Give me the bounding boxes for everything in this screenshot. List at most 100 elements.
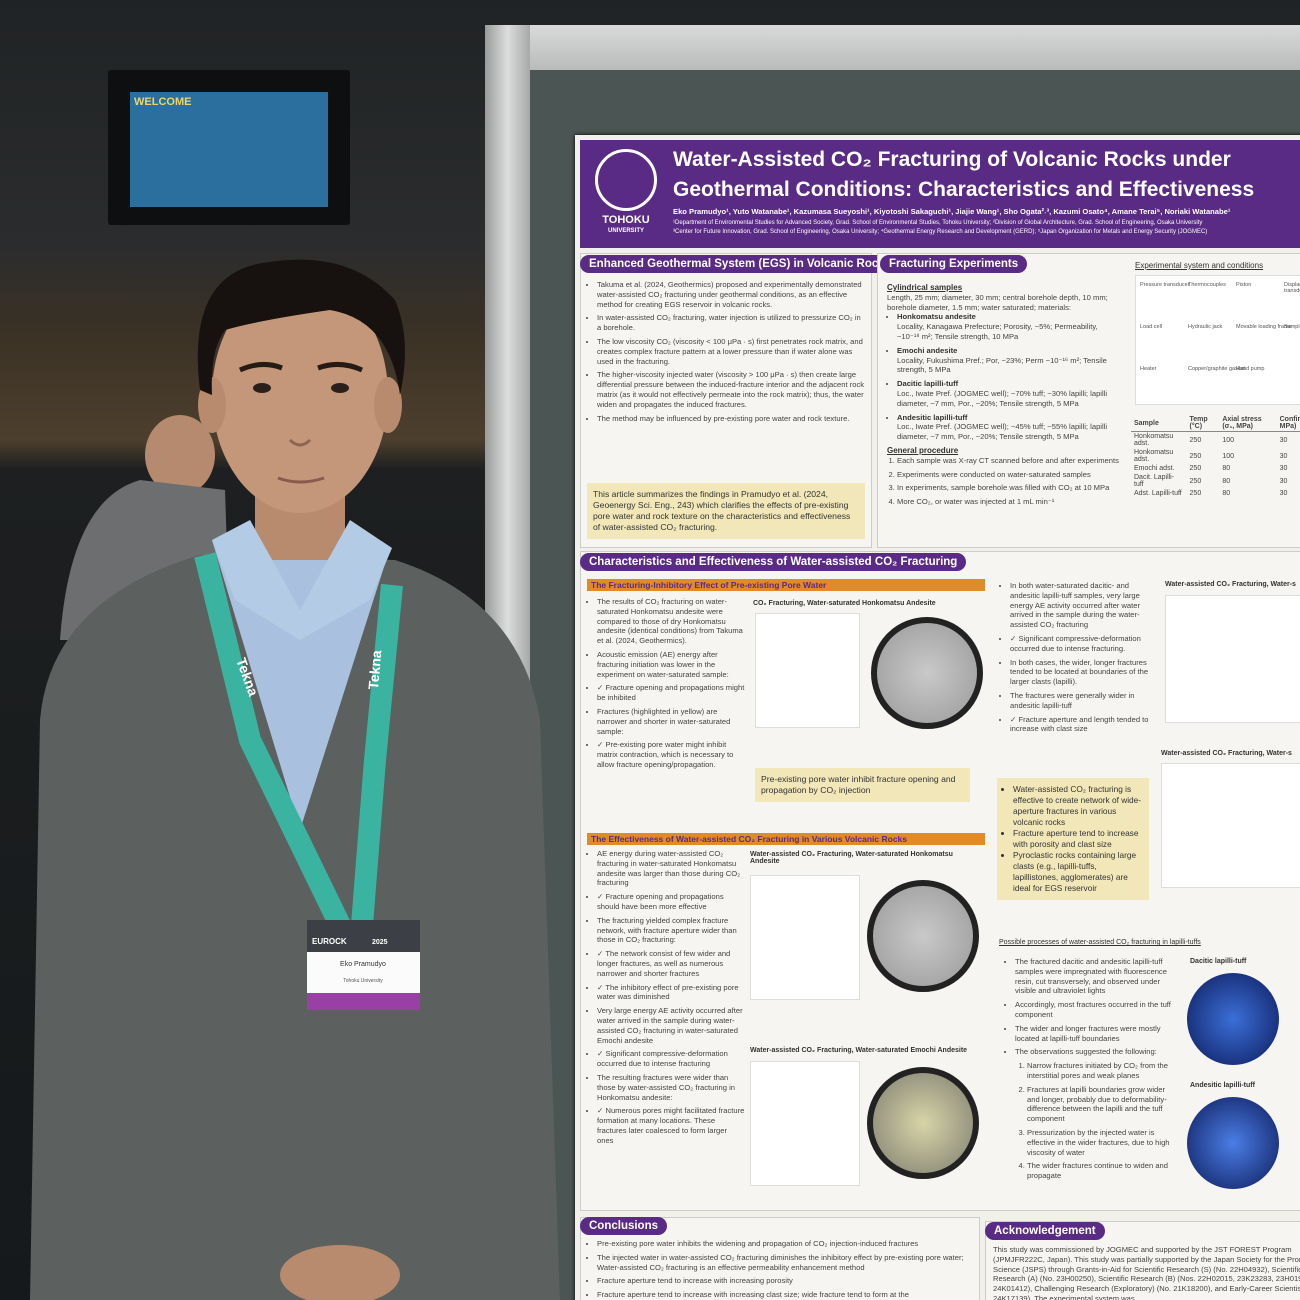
list-item: ✓ Fracture aperture and length tended to…	[1010, 715, 1160, 735]
list-item: Takuma et al. (2024, Geothermics) propos…	[597, 280, 867, 309]
table-cell: Honkomatsu adst.	[1134, 433, 1174, 447]
list-item: Pyroclastic rocks containing large clast…	[1013, 850, 1143, 894]
section-heading: Enhanced Geothermal System (EGS) in Volc…	[580, 255, 894, 273]
list-item: The wider fractures continue to widen an…	[1027, 1161, 1175, 1181]
list-item: The injected water in water-assisted CO₂…	[597, 1253, 977, 1273]
egs-body: Takuma et al. (2024, Geothermics) propos…	[587, 280, 867, 427]
table-cell: Honkomatsu adst.	[1134, 449, 1174, 463]
list-item: The fractures were generally wider in an…	[1010, 691, 1160, 711]
subheading: General procedure	[887, 445, 959, 455]
list-item: The method may be influenced by pre-exis…	[597, 414, 867, 424]
bullet-list: The results of CO₂ fracturing on water-s…	[587, 597, 745, 770]
table-cell: 30	[1279, 465, 1288, 472]
list-item: The wider and longer fractures were most…	[1015, 1024, 1175, 1044]
image-caption: Andesitic lapilli-tuff	[1190, 1082, 1255, 1089]
logo-line: TOHOKU	[602, 214, 650, 226]
summary-box: Water-assisted CO₂ fracturing is effecti…	[997, 778, 1149, 900]
list-item: Pressurization by the injected water is …	[1027, 1128, 1175, 1157]
bullet-list: Water-assisted CO₂ fracturing is effecti…	[1003, 784, 1143, 894]
sample-name: Dacitic lapilli-tuff	[897, 379, 959, 389]
table-header: Sample Temp (°C) Axial stress (σ₁, MPa) Con…	[1131, 415, 1300, 432]
list-item: In both cases, the wider, longer fractur…	[1010, 658, 1160, 687]
chart-figure	[1165, 595, 1300, 723]
presenter	[30, 259, 560, 1300]
list-item: Fractures (highlighted in yellow) are na…	[597, 707, 745, 736]
chart-figure	[755, 613, 860, 728]
acknowledgement-text: This study was commissioned by JOGMEC an…	[993, 1245, 1300, 1300]
list-item: ✓ Significant compressive-deformation oc…	[597, 1049, 745, 1069]
title-line: Geothermal Conditions: Characteristics a…	[673, 178, 1255, 201]
fluorescence-image	[1187, 1097, 1279, 1189]
list-item: ✓ Numerous pores might facilitated fract…	[597, 1106, 745, 1145]
bullet-list: Takuma et al. (2024, Geothermics) propos…	[587, 280, 867, 423]
chart-figure	[750, 1061, 860, 1186]
list-item: AE energy during water-assisted CO₂ frac…	[597, 849, 745, 888]
bullet-list: Pre-existing pore water inhibits the wid…	[587, 1239, 977, 1300]
table-cell: 250	[1189, 436, 1202, 444]
lanyard-text: Tekna	[365, 649, 384, 690]
subheading: Possible processes of water-assisted CO₂…	[999, 939, 1201, 946]
title-line: Water-Assisted CO₂ Fracturing of Volcani…	[673, 148, 1231, 171]
list-item: Water-assisted CO₂ fracturing is effecti…	[1013, 784, 1143, 828]
list-item: Fractures at lapilli boundaries grow wid…	[1027, 1085, 1175, 1124]
subsection-heading: The Effectiveness of Water-assisted CO₂ …	[587, 833, 985, 845]
image-caption: Dacitic lapilli-tuff	[1190, 958, 1247, 965]
conditions-table: Sample Temp (°C) Axial stress (σ₁, MPa) Con…	[1131, 415, 1300, 498]
figure-caption: Water-assisted CO₂ Fracturing, Water-sat…	[750, 1047, 968, 1054]
list-item: The low viscosity CO₂ (viscosity < 100 μ…	[597, 337, 867, 366]
diagram-label: Hand pump	[1236, 366, 1265, 372]
list-item: In experiments, sample borehole was fill…	[897, 483, 1119, 493]
table-cell: 80	[1222, 477, 1231, 485]
list-item: The observations suggested the following…	[1015, 1047, 1175, 1057]
table-cell: 250	[1189, 477, 1202, 485]
steps-list: Narrow fractures initiated by CO₂ from t…	[1005, 1061, 1175, 1181]
list-item: ✓ Pre-existing pore water might inhibit …	[597, 740, 745, 769]
section-heading: Characteristics and Effectiveness of Wat…	[580, 553, 967, 571]
subsection-heading: The Fracturing-Inhibitory Effect of Pre-…	[587, 579, 985, 591]
ct-image	[871, 617, 983, 729]
table-cell: 30	[1279, 452, 1288, 460]
table-cell: Dacit. Lapilli-tuff	[1134, 474, 1175, 488]
table-cell: 250	[1189, 465, 1202, 472]
section-heading: Fracturing Experiments	[880, 255, 1028, 273]
bullet-list: AE energy during water-assisted CO₂ frac…	[587, 849, 745, 1146]
processes-body: The fractured dacitic and andesitic lapi…	[1005, 957, 1175, 1185]
subheading: Cylindrical samples	[887, 283, 963, 292]
name-badge: EUROCK 2025 Eko Pramudyo Tohoku Universi…	[307, 920, 420, 1010]
table-cell: Emochi adst.	[1134, 465, 1175, 472]
samples-intro: Length, 25 mm; diameter, 30 mm; central …	[887, 292, 1108, 312]
diagram-label: Copper/graphite gasket	[1188, 366, 1246, 372]
sample-name: Honkomatsu andesite	[897, 312, 976, 322]
diagram-label: Piston	[1236, 282, 1252, 288]
affiliation: ³Center for Future Innovation, Grad. Sch…	[673, 229, 1208, 235]
sample-desc: Locality, Kanagawa Prefecture; Porosity,…	[897, 322, 1098, 341]
diagram-label: Load cell	[1140, 324, 1163, 330]
list-item: ✓ Fracture opening and propagations shou…	[597, 892, 745, 912]
section-heading: Conclusions	[580, 1217, 668, 1235]
fluorescence-image	[1187, 973, 1279, 1065]
table-row: Honkomatsu adst. 250 100 30	[1131, 448, 1300, 464]
list-item: Very large energy AE activity occurred a…	[597, 1006, 745, 1045]
diagram-label: Hydraulic jack	[1188, 324, 1223, 330]
list-item: More CO₂, or water was injected at 1 mL …	[897, 497, 1119, 507]
table-row: Adst. Lapilli-tuff 250 80 30	[1131, 489, 1300, 498]
badge-affiliation: Tohoku University	[343, 978, 383, 984]
table-cell: 100	[1222, 452, 1235, 460]
poster-title: Water-Assisted CO₂ Fracturing of Volcani…	[673, 145, 1300, 205]
figure-caption: Water-assisted CO₂ Fracturing, Water-s	[1161, 750, 1292, 757]
apparatus-diagram: Pressure transducer Thermocouples Piston Di…	[1135, 275, 1300, 405]
board-frame-top	[530, 25, 1300, 70]
sample-desc: Locality, Fukushima Pref.; Por, ~23%; Pe…	[897, 355, 1107, 375]
list-item: Acoustic emission (AE) energy after frac…	[597, 650, 745, 679]
list-item: The fracturing yielded complex fracture …	[597, 916, 745, 945]
figure-caption: Water-assisted CO₂ Fracturing, Water-sat…	[750, 851, 953, 865]
list-item: ✓ Significant compressive-deformation oc…	[1010, 634, 1160, 654]
list-item: The results of CO₂ fracturing on water-s…	[597, 597, 745, 646]
list-item: ✓ The inhibitory effect of pre-existing …	[597, 983, 745, 1003]
authors: Eko Pramudyo¹, Yuto Watanabe¹, Kazumasa …	[673, 207, 1231, 216]
table-cell: 80	[1222, 465, 1231, 472]
